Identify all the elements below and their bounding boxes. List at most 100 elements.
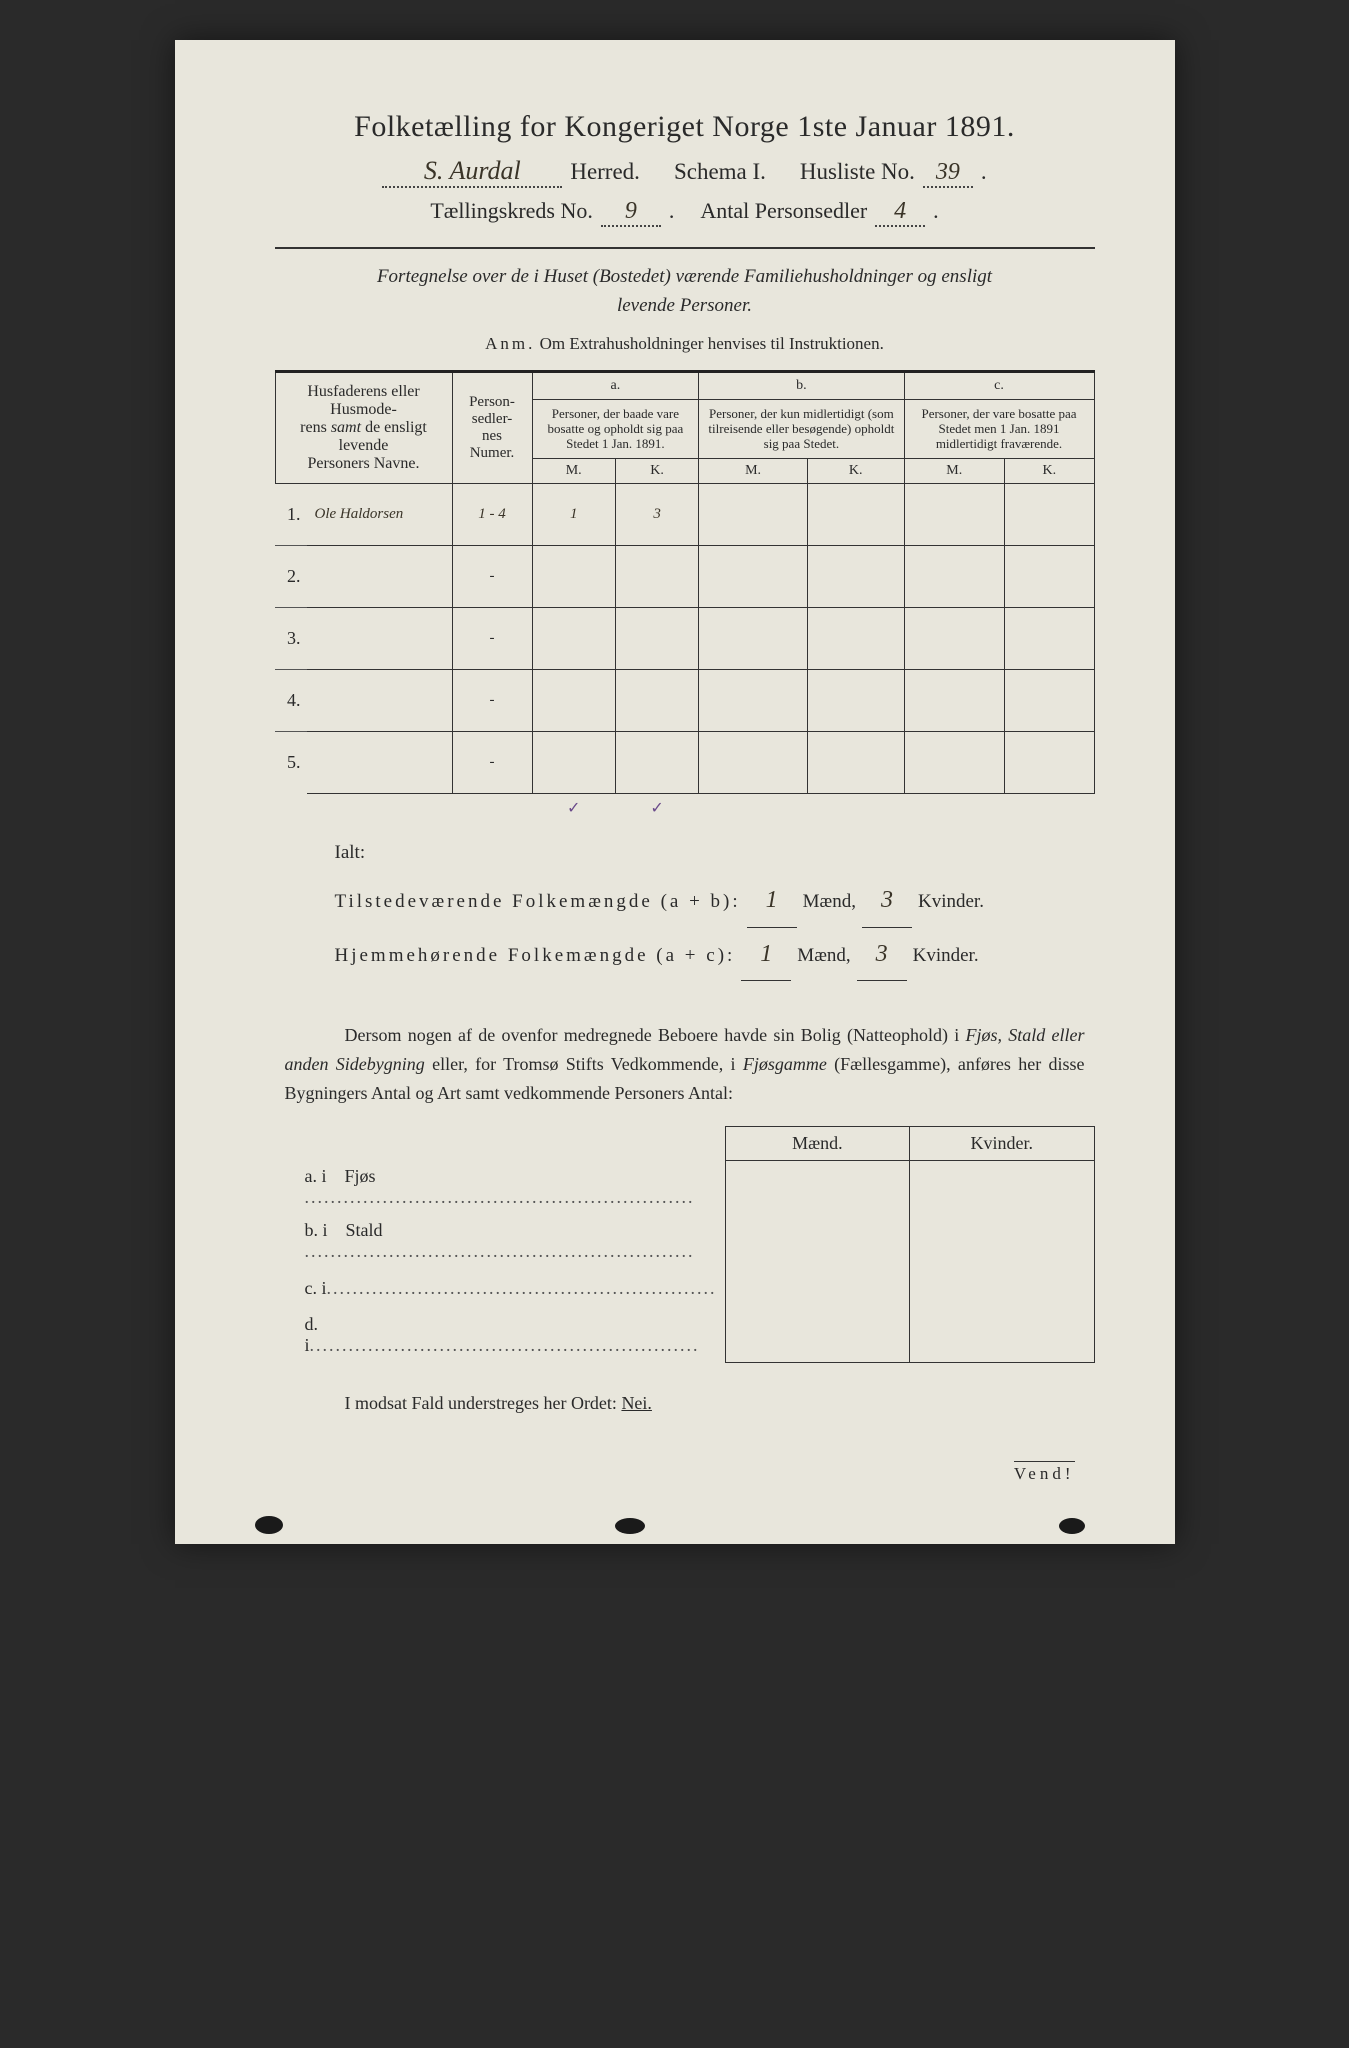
b-k-cell (807, 608, 904, 670)
b-k: K. (807, 458, 904, 483)
side-m (725, 1308, 909, 1362)
b-m-cell (699, 670, 808, 732)
paper-damage (615, 1518, 645, 1534)
c-k-cell (1005, 732, 1094, 794)
col-a-text: Personer, der baade vare bosatte og opho… (532, 400, 699, 459)
husliste-label: Husliste No. (800, 159, 915, 185)
c-k-cell (1005, 608, 1094, 670)
table-row: 3. - (275, 608, 1094, 670)
kreds-label: Tællingskreds No. (430, 198, 593, 224)
para-i2: Fjøsgamme (743, 1054, 827, 1074)
husliste-value: 39 (923, 159, 973, 188)
c-m-cell (904, 484, 1005, 546)
b-k-cell (807, 484, 904, 546)
name-cell: Ole Haldorsen (307, 484, 453, 546)
a-m-cell (532, 546, 615, 608)
schema-label: Schema I. (674, 159, 766, 185)
para-t2: eller, for Tromsø Stifts Vedkommende, i (425, 1054, 743, 1074)
check-a-k: ✓ (615, 794, 698, 823)
a-k-cell (615, 732, 698, 794)
sedler-cell: - (452, 608, 532, 670)
header-line-2: S. Aurdal Herred. Schema I. Husliste No.… (275, 156, 1095, 188)
tilstede-line: Tilstedeværende Folkemængde (a + b): 1 M… (335, 874, 1095, 928)
row-num: 2. (275, 546, 307, 608)
a-m-cell: 1 (532, 484, 615, 546)
table-row: 4. - (275, 670, 1094, 732)
dots (305, 1187, 695, 1207)
side-m (725, 1268, 909, 1308)
sedler-cell: - (452, 546, 532, 608)
maend-label: Mænd, (803, 881, 856, 923)
para-t1: Dersom nogen af de ovenfor medregnede Be… (345, 1025, 966, 1045)
c-m-cell (904, 732, 1005, 794)
side-row: a. i Fjøs (275, 1160, 1095, 1214)
a-k-cell: 3 (615, 484, 698, 546)
c-k-cell (1005, 670, 1094, 732)
row-num: 5. (275, 732, 307, 794)
table-row: 1. Ole Haldorsen 1 - 4 1 3 (275, 484, 1094, 546)
side-kvinder-hdr: Kvinder. (910, 1126, 1094, 1160)
dots (305, 1241, 695, 1261)
sedler-cell: 1 - 4 (452, 484, 532, 546)
a-m-cell (532, 732, 615, 794)
col-b-label: b. (699, 372, 904, 400)
side-k (910, 1268, 1094, 1308)
side-k (910, 1308, 1094, 1362)
divider (275, 247, 1095, 249)
ialt-label: Ialt: (335, 832, 1095, 874)
b-k-cell (807, 670, 904, 732)
b-k-cell (807, 546, 904, 608)
row-num: 4. (275, 670, 307, 732)
subtitle: Fortegnelse over de i Huset (Bostedet) v… (275, 263, 1095, 320)
paper-damage (1059, 1518, 1085, 1534)
side-m (725, 1160, 909, 1214)
tilstede-m: 1 (747, 874, 797, 928)
name-cell (307, 732, 453, 794)
a-k-cell (615, 546, 698, 608)
maend-label: Mænd, (797, 935, 850, 977)
col-c-text: Personer, der vare bosatte paa Stedet me… (904, 400, 1094, 459)
instruction-paragraph: Dersom nogen af de ovenfor medregnede Be… (275, 1021, 1095, 1107)
antal-label: Antal Personsedler (700, 198, 867, 224)
side-type: Fjøs (345, 1166, 376, 1186)
col-num-header: Person-sedler-nesNumer. (452, 372, 532, 484)
subtitle-line1: Fortegnelse over de i Huset (Bostedet) v… (377, 266, 992, 287)
c-k-cell (1005, 546, 1094, 608)
herred-value: S. Aurdal (382, 156, 562, 188)
nei-word: Nei. (621, 1393, 652, 1413)
col-c-label: c. (904, 372, 1094, 400)
a-m: M. (532, 458, 615, 483)
side-lbl: c. i (305, 1278, 327, 1298)
header-line-3: Tællingskreds No. 9 . Antal Personsedler… (275, 198, 1095, 227)
tilstede-k: 3 (862, 874, 912, 928)
c-m-cell (904, 546, 1005, 608)
main-title: Folketælling for Kongeriget Norge 1ste J… (275, 110, 1095, 144)
sedler-cell: - (452, 670, 532, 732)
anm-line: Anm. Om Extrahusholdninger henvises til … (275, 334, 1095, 354)
dots (327, 1278, 717, 1298)
side-building-table: Mænd. Kvinder. a. i Fjøs b. i Stald c. i… (275, 1126, 1095, 1363)
a-m-cell (532, 670, 615, 732)
b-m-cell (699, 546, 808, 608)
row-num: 1. (275, 484, 307, 546)
hjemme-line: Hjemmehørende Folkemængde (a + c): 1 Mæn… (335, 928, 1095, 982)
c-k: K. (1005, 458, 1094, 483)
side-m (725, 1214, 909, 1268)
a-k-cell (615, 670, 698, 732)
side-maend-hdr: Mænd. (725, 1126, 909, 1160)
row-num: 3. (275, 608, 307, 670)
side-row: d. i (275, 1308, 1095, 1362)
kvinder-label: Kvinder. (913, 935, 979, 977)
anm-text: Om Extrahusholdninger henvises til Instr… (540, 334, 884, 353)
c-m-cell (904, 608, 1005, 670)
name-cell (307, 608, 453, 670)
nei-text: I modsat Fald understreges her Ordet: (345, 1393, 622, 1413)
hjemme-k: 3 (857, 928, 907, 982)
side-type: Stald (346, 1220, 383, 1240)
a-k-cell (615, 608, 698, 670)
b-m-cell (699, 484, 808, 546)
side-row: b. i Stald (275, 1214, 1095, 1268)
nei-line: I modsat Fald understreges her Ordet: Ne… (275, 1393, 1095, 1414)
tilstede-label: Tilstedeværende Folkemængde (a + b): (335, 881, 741, 923)
name-cell (307, 670, 453, 732)
